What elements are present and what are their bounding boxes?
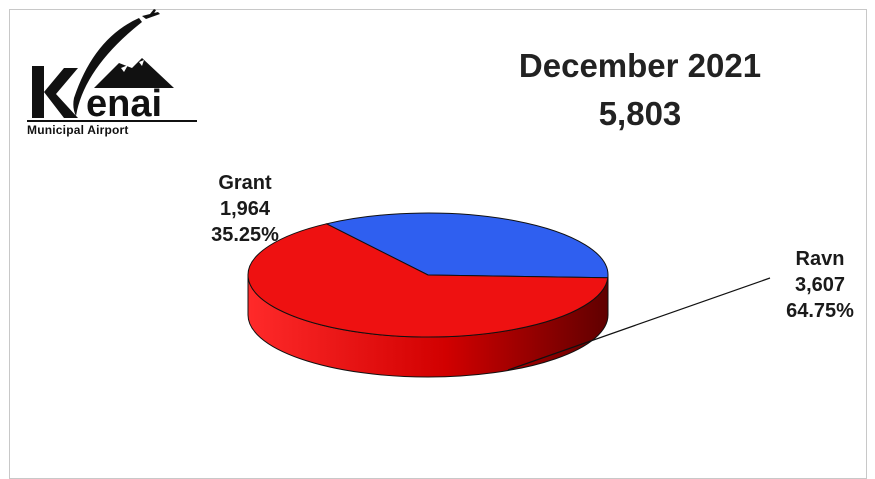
slice-name-grant: Grant [218,172,272,194]
mountain-icon [94,58,174,88]
chart-total: 5,803 [598,95,682,132]
kenai-airport-logo: enai [32,9,174,125]
label-ravn: Ravn 3,607 64.75% [770,246,870,324]
chart-title: December 2021 [518,47,762,84]
airplane-icon [142,9,160,19]
logo-subtitle: Municipal Airport [27,120,197,139]
slice-percent-grant: 35.25% [211,224,279,246]
slice-percent-ravn: 64.75% [786,300,854,322]
pie-slice-ravn [247,223,609,338]
label-grant: Grant 1,964 35.25% [200,170,290,248]
leader-line-ravn [507,277,771,371]
slice-name-ravn: Ravn [795,248,845,270]
slice-value-ravn: 3,607 [794,274,846,296]
pie-slice-grant [325,212,609,279]
logo-wordmark: enai [86,83,162,125]
slice-value-grant: 1,964 [219,198,271,220]
